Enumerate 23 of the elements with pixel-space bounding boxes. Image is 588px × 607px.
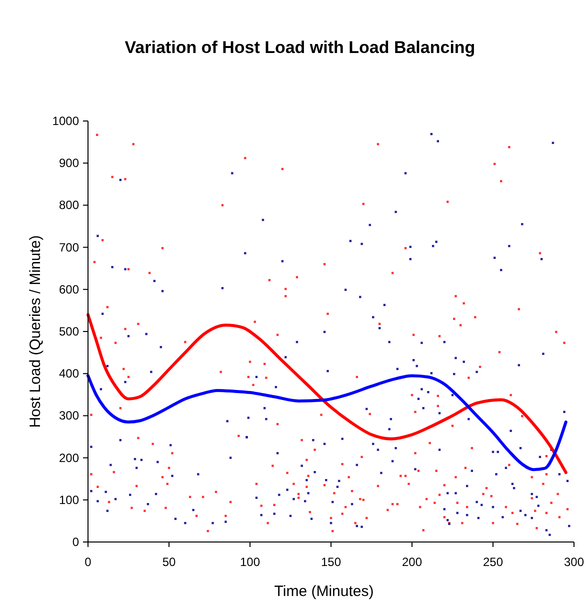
y-tick-label: 500	[58, 324, 80, 338]
y-tick-label: 400	[58, 366, 80, 381]
y-tick-label: 100	[58, 492, 80, 507]
y-tick-label: 200	[58, 450, 80, 465]
y-tick-label: 700	[58, 240, 80, 254]
x-axis-title: Time (Minutes)	[274, 583, 374, 600]
x-tick-label: 150	[320, 555, 342, 569]
y-axis-title: Host Load (Queries / Minute)	[27, 235, 44, 428]
x-tick-label: 250	[482, 555, 504, 569]
x-tick-label: 0	[84, 555, 92, 569]
line-series	[86, 313, 568, 474]
y-tick-label: 1000	[52, 114, 80, 128]
x-tick-label: 100	[240, 555, 260, 569]
x-tick-label: 300	[564, 555, 584, 569]
x-tick-label: 50	[162, 555, 176, 569]
x-tick-label: 200	[402, 555, 422, 569]
y-tick-label: 300	[58, 408, 80, 423]
y-tick-label: 900	[58, 156, 80, 170]
y-tick-label: 0	[72, 535, 80, 549]
y-tick-label: 600	[58, 282, 80, 296]
line-series	[86, 374, 568, 472]
chart-title: Variation of Host Load with Load Balancing	[124, 38, 476, 57]
y-tick-label: 800	[58, 198, 80, 212]
